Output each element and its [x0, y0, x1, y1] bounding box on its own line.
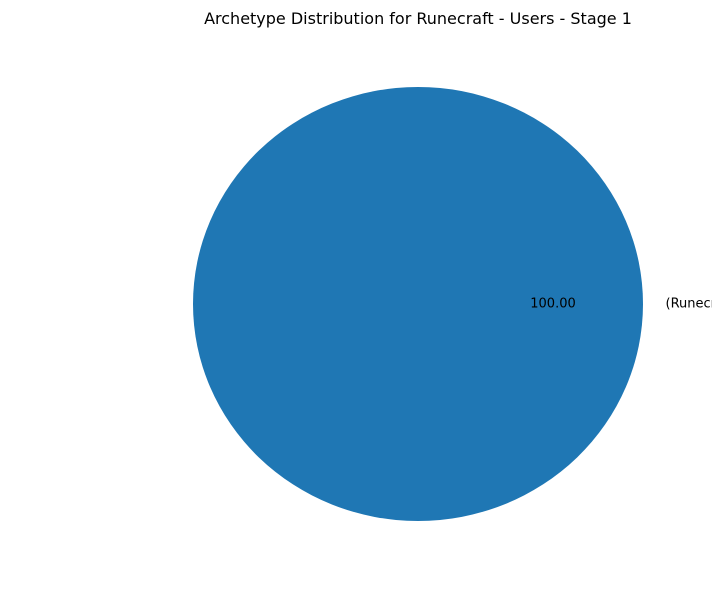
slice-category-label: (Runecraft, Spellboost) [666, 297, 712, 312]
chart-title: Archetype Distribution for Runecraft - U… [204, 9, 632, 28]
slice-value-label: 100.00 [530, 297, 576, 312]
